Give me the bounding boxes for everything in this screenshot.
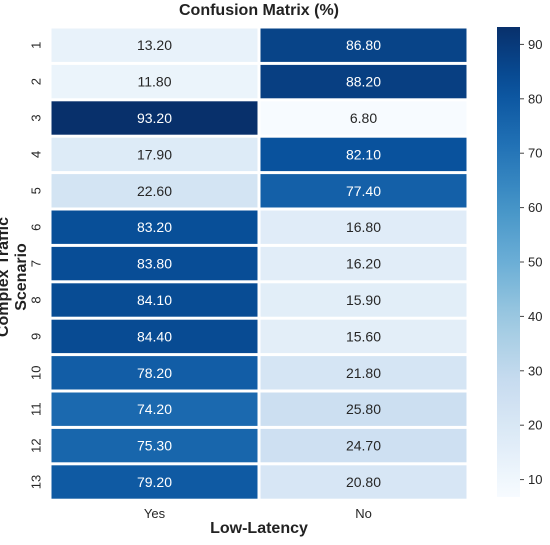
colorbar-tick-label: 70 [528, 146, 542, 161]
heatmap-cell [51, 210, 258, 244]
colorbar-tick-label: 10 [528, 472, 542, 487]
heatmap-cell [260, 210, 467, 244]
y-tick-label: 9 [29, 333, 44, 340]
x-tick-label: Yes [144, 506, 166, 521]
heatmap-cell [51, 137, 258, 172]
cell-value-label: 86.80 [346, 37, 381, 53]
heatmap-cell [260, 137, 467, 172]
cell-value-label: 74.20 [137, 401, 172, 417]
y-tick-label: 11 [29, 402, 44, 416]
colorbar-tick-label: 50 [528, 255, 542, 270]
cell-value-label: 6.80 [350, 110, 377, 126]
heatmap-cell [51, 283, 258, 317]
heatmap-cell [260, 174, 467, 208]
heatmap-cell [260, 356, 467, 390]
cell-value-label: 16.20 [346, 256, 381, 272]
colorbar-tick-label: 30 [528, 363, 542, 378]
colorbar-tick-label: 80 [528, 91, 542, 106]
cell-value-label: 22.60 [137, 183, 172, 199]
chart-title: Confusion Matrix (%) [179, 2, 339, 19]
heatmap-cell [51, 101, 258, 135]
heatmap-cell [260, 101, 467, 135]
heatmap-cell [260, 28, 467, 62]
y-tick-label: 5 [29, 187, 44, 194]
heatmap-cell [51, 174, 258, 208]
cell-value-label: 16.80 [346, 219, 381, 235]
y-tick-label: 8 [29, 296, 44, 303]
heatmap-cell [51, 356, 258, 390]
colorbar-tick-label: 60 [528, 200, 542, 215]
cell-value-label: 84.40 [137, 328, 172, 344]
heatmap-cell [260, 246, 467, 281]
y-tick-label: 4 [29, 151, 44, 158]
cell-value-label: 24.70 [346, 438, 381, 454]
heatmap-cell [51, 246, 258, 281]
y-tick-label: 3 [29, 114, 44, 121]
heatmap-cell [260, 392, 467, 426]
heatmap-cell [51, 392, 258, 426]
heatmap-cell [260, 428, 467, 463]
cell-value-label: 83.20 [137, 219, 172, 235]
heatmap-cell [51, 28, 258, 62]
cell-value-label: 93.20 [137, 110, 172, 126]
heatmap-cell [260, 465, 467, 499]
colorbar-tick-label: 90 [528, 37, 542, 52]
y-tick-label: 10 [29, 366, 44, 380]
cell-value-label: 79.20 [137, 474, 172, 490]
cell-value-label: 84.10 [137, 292, 172, 308]
y-tick-label: 13 [29, 475, 44, 489]
cell-value-label: 88.20 [346, 74, 381, 90]
colorbar-tick-label: 40 [528, 309, 542, 324]
cell-value-label: 75.30 [137, 438, 172, 454]
cell-value-label: 82.10 [346, 146, 381, 162]
y-tick-label: 12 [29, 438, 44, 452]
cell-value-label: 25.80 [346, 401, 381, 417]
heatmap-cell [51, 319, 258, 354]
cell-value-label: 83.80 [137, 256, 172, 272]
heatmap-cell [51, 428, 258, 463]
heatmap-cell [260, 64, 467, 99]
y-tick-label: 7 [29, 260, 44, 267]
cell-value-label: 20.80 [346, 474, 381, 490]
x-axis-label: Low-Latency [210, 520, 308, 537]
cell-value-label: 15.60 [346, 328, 381, 344]
y-tick-label: 1 [29, 42, 44, 49]
colorbar-tick-label: 20 [528, 418, 542, 433]
heatmap-cell [260, 319, 467, 354]
heatmap-cell [260, 283, 467, 317]
cell-value-label: 17.90 [137, 146, 172, 162]
cell-value-label: 13.20 [137, 37, 172, 53]
cell-value-label: 11.80 [138, 74, 172, 90]
y-tick-label: 6 [29, 224, 44, 231]
x-tick-label: No [355, 506, 372, 521]
cell-value-label: 15.90 [346, 292, 381, 308]
heatmap-cell [51, 465, 258, 499]
colorbar [497, 27, 520, 497]
cell-value-label: 78.20 [137, 365, 172, 381]
cell-value-label: 21.80 [346, 365, 381, 381]
cell-value-label: 77.40 [346, 183, 381, 199]
y-tick-label: 2 [29, 78, 44, 85]
heatmap-cell [51, 64, 258, 99]
